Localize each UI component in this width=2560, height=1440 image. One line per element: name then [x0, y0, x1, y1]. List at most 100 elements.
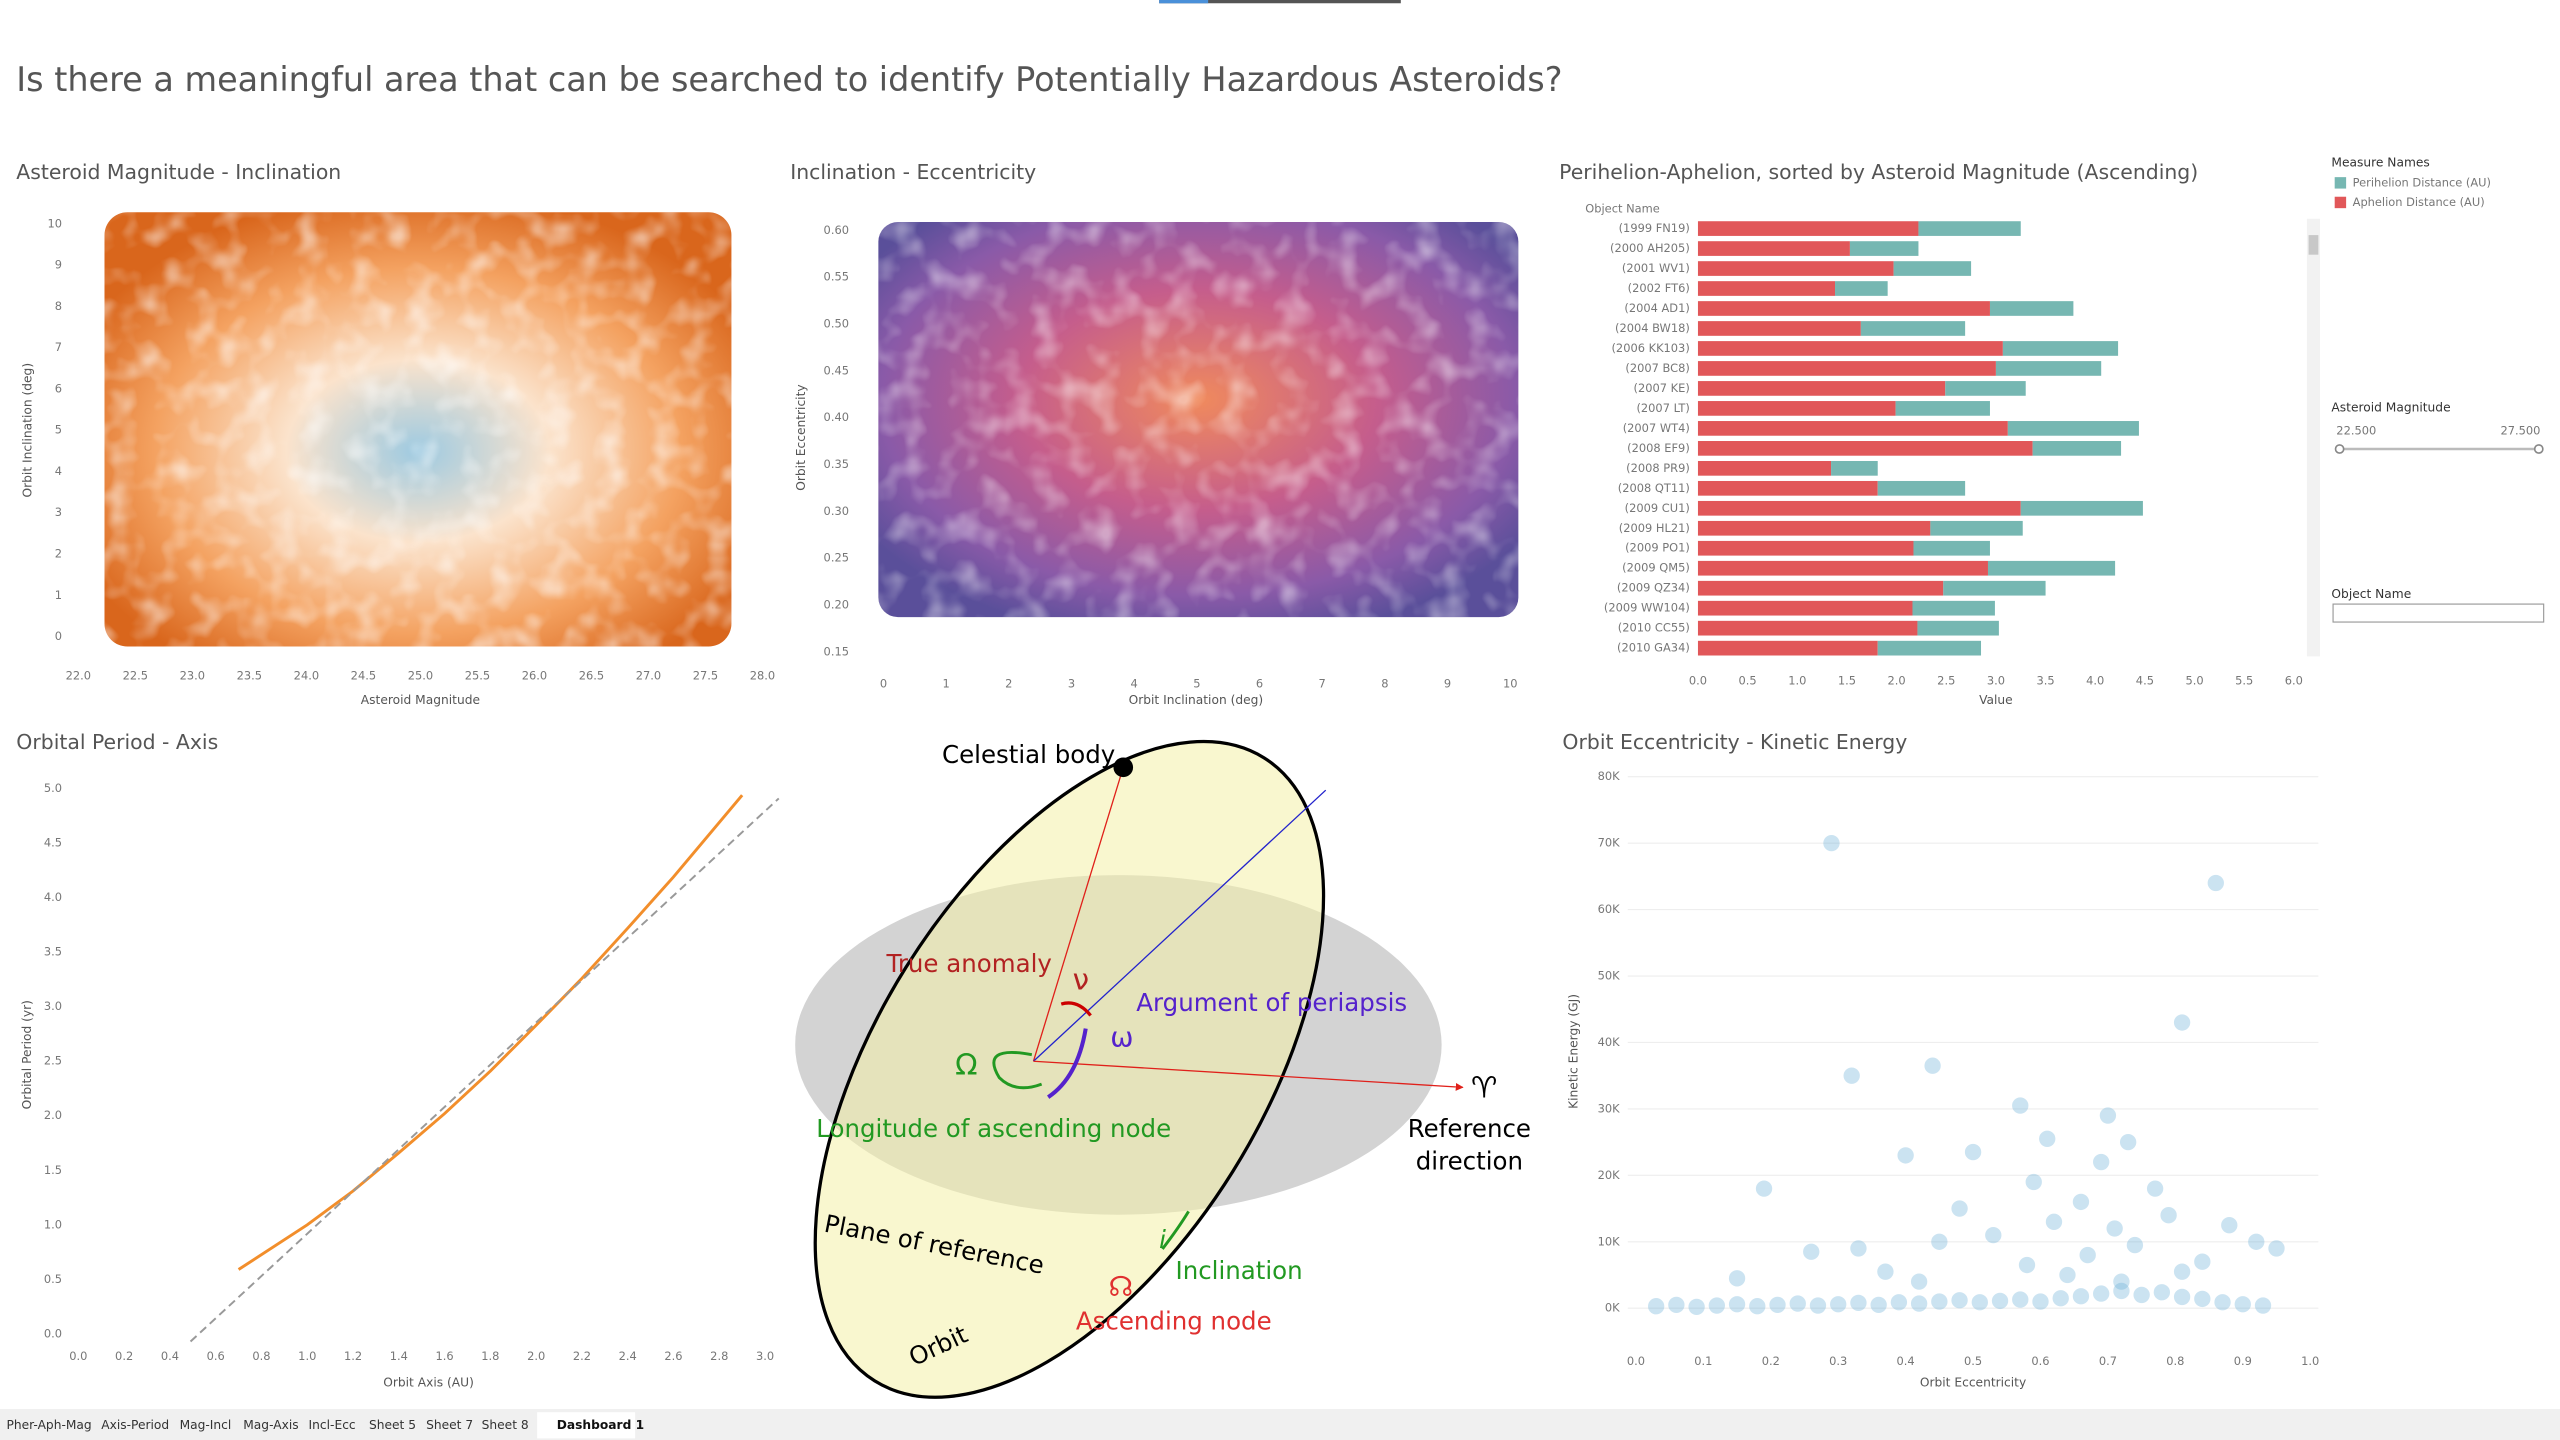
point [1830, 1296, 1847, 1313]
x-tick-label: 3.5 [2037, 673, 2055, 687]
y-tick-label: (2008 EF9) [1627, 441, 1690, 455]
point [2079, 1246, 2096, 1264]
y-tick-label: 60K [1598, 902, 1621, 916]
tab[interactable]: Sheet 7 [426, 1418, 473, 1432]
tab[interactable]: Sheet 5 [369, 1418, 416, 1432]
x-tick-label: 2.5 [1937, 673, 1955, 687]
reference-line [1033, 1060, 1464, 1091]
y-tick-label: 4.0 [44, 890, 62, 904]
x-tick-label: 25.0 [408, 668, 433, 682]
bar [1697, 520, 1931, 536]
bar [1860, 321, 1966, 336]
x-tick-label: 2.2 [573, 1349, 591, 1363]
tab-strip [0, 1408, 2560, 1440]
y-tick-label: 0.20 [824, 598, 849, 612]
top-bar-accent [1159, 0, 1209, 4]
y-tick-label: (2007 WT4) [1623, 421, 1690, 435]
y-tick-label: (1999 FN19) [1619, 221, 1690, 235]
x-tick-label: 0.3 [1829, 1354, 1847, 1368]
point [2234, 1296, 2251, 1313]
bar [2032, 441, 2122, 456]
point [1755, 1180, 1773, 1197]
x-tick-label: 22.5 [123, 668, 148, 682]
point [1823, 834, 1840, 852]
tab[interactable]: Pher-Aph-Mag [7, 1418, 92, 1432]
x-tick-label: 5 [1193, 677, 1200, 691]
x-tick-label: 0.0 [1627, 1354, 1645, 1368]
point [2099, 1107, 2117, 1124]
bar [1945, 381, 2026, 396]
x-tick-label: 1.6 [436, 1349, 454, 1363]
x-tick-label: 8 [1381, 677, 1388, 691]
tab[interactable]: Mag-Incl [180, 1418, 232, 1432]
chart-title: Orbital Period - Axis [16, 730, 218, 754]
slider-handle[interactable] [2533, 444, 2544, 454]
fit-line [189, 797, 780, 1343]
point [2254, 1297, 2272, 1314]
point [1809, 1297, 1827, 1314]
diagram-label: Celestial body [942, 740, 1115, 769]
point [2106, 1220, 2123, 1237]
point [2173, 1014, 2191, 1031]
tab[interactable]: Sheet 8 [482, 1418, 529, 1432]
bar [2007, 421, 2139, 436]
x-tick-label: 0.2 [1762, 1354, 1780, 1368]
text-input[interactable] [2332, 603, 2545, 623]
chart-title: Perihelion-Aphelion, sorted by Asteroid … [1559, 160, 2198, 184]
x-tick-label: 5.0 [2185, 673, 2203, 687]
point [1991, 1292, 2009, 1310]
point [2025, 1173, 2042, 1191]
tab[interactable]: Dashboard 1 [557, 1418, 644, 1432]
bar [1877, 480, 1966, 496]
bar [1831, 460, 1878, 476]
y-tick-label: 20K [1598, 1168, 1621, 1182]
point [1708, 1297, 1725, 1314]
legend-label: Aphelion Distance (AU) [2353, 195, 2485, 209]
point [1931, 1233, 1948, 1250]
tab[interactable]: Incl-Ecc [309, 1418, 356, 1432]
y-tick-label: 10 [48, 216, 63, 230]
point [2045, 1213, 2063, 1231]
scrollbar [2306, 218, 2320, 657]
x-tick-label: 0.4 [1897, 1354, 1915, 1368]
x-tick-label: 22.0 [66, 668, 91, 682]
point [1910, 1295, 1928, 1312]
point [1843, 1067, 1860, 1084]
x-tick-label: 10 [1503, 677, 1518, 691]
bar [1697, 241, 1850, 256]
x-tick-label: 24.0 [294, 668, 319, 682]
x-tick-label: 0.6 [2031, 1354, 2049, 1368]
diagram-symbol: ☊ [1109, 1270, 1134, 1303]
diagram-label: Reference [1408, 1114, 1531, 1143]
y-tick-label: 0.5 [44, 1272, 62, 1286]
bar [1989, 301, 2074, 316]
point [2214, 1294, 2231, 1311]
y-axis-label: Orbital Period (yr) [20, 1000, 34, 1109]
y-tick-label: (2006 KK103) [1611, 341, 1689, 355]
point [2113, 1273, 2130, 1290]
y-tick-label: 0.35 [824, 457, 849, 471]
bar [1930, 520, 2023, 536]
point [1931, 1293, 1948, 1310]
point [1850, 1294, 1867, 1312]
tab[interactable]: Axis-Period [101, 1418, 169, 1432]
point [1789, 1295, 1806, 1312]
tab[interactable]: Mag-Axis [243, 1418, 298, 1432]
y-tick-label: 0 [55, 629, 62, 643]
point [1951, 1292, 1968, 1309]
point [2133, 1286, 2150, 1304]
y-axis-label: Kinetic Energy (GJ) [1566, 994, 1580, 1109]
point [1870, 1296, 1887, 1314]
point [2052, 1290, 2069, 1307]
slider-handle[interactable] [2334, 444, 2345, 454]
bar [1697, 480, 1878, 496]
point [1897, 1147, 1914, 1164]
bar [1912, 600, 1995, 616]
point [1728, 1270, 1746, 1287]
bar [1987, 560, 2116, 576]
diagram-symbol: Ω [955, 1048, 977, 1082]
diagram-symbol: i [1159, 1225, 1166, 1254]
active-tab-bg [537, 1412, 636, 1439]
point [2194, 1253, 2211, 1270]
node-arc [992, 1050, 1043, 1090]
